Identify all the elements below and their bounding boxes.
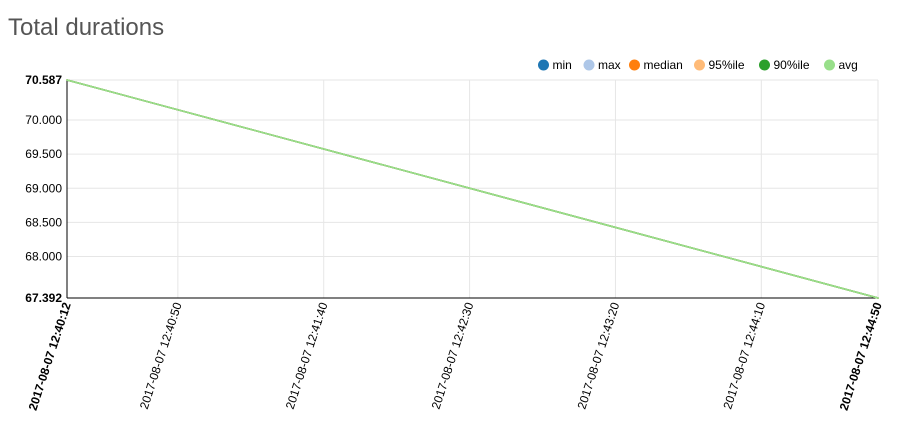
y-tick-label: 69.000	[25, 181, 62, 195]
legend-item-min[interactable]: min	[538, 58, 572, 72]
axes	[66, 80, 878, 299]
x-tick-label: 2017-08-07 12:41:40	[283, 300, 331, 411]
legend-label: min	[553, 58, 572, 72]
x-tick-label: 2017-08-07 12:43:20	[575, 300, 623, 411]
y-tick-label: 68.500	[25, 215, 62, 229]
legend[interactable]: min max median 95%ile 90%ile avg	[538, 58, 858, 72]
x-tick-label: 2017-08-07 12:44:10	[720, 300, 768, 411]
y-tick-label: 70.000	[25, 113, 62, 127]
legend-swatch	[824, 59, 835, 71]
series-line-avg	[66, 79, 879, 299]
x-tick-label: 2017-08-07 12:42:30	[429, 300, 477, 411]
legend-label: avg	[839, 58, 858, 72]
y-axis-tick-labels: 70.587 70.000 69.500 69.000 68.500 68.000 67.3…	[25, 73, 62, 305]
legend-swatch	[694, 59, 705, 71]
legend-item-90-ile[interactable]: 90%ile	[759, 58, 810, 72]
legend-swatch	[759, 59, 770, 71]
legend-label: median	[644, 58, 683, 72]
legend-item-avg[interactable]: avg	[824, 58, 858, 72]
chart-title: Total durations	[8, 14, 165, 41]
data-point	[877, 297, 879, 299]
legend-swatch	[583, 59, 595, 71]
legend-item-median[interactable]: median	[629, 58, 683, 72]
legend-swatch	[629, 59, 640, 71]
x-tick-label: 2017-08-07 12:40:50	[137, 300, 185, 411]
x-tick-label: 2017-08-07 12:40:12	[26, 300, 74, 412]
legend-item-95-ile[interactable]: 95%ile	[694, 58, 745, 72]
y-tick-label: 70.587	[25, 73, 62, 87]
legend-label: 90%ile	[774, 58, 810, 72]
y-tick-label: 68.000	[25, 250, 62, 264]
series-lines	[66, 79, 879, 299]
y-tick-label: 67.392	[25, 291, 62, 305]
legend-item-max[interactable]: max	[583, 58, 621, 72]
legend-swatch	[538, 59, 549, 71]
x-axis-tick-labels: 2017-08-07 12:40:12 2017-08-07 12:40:50 20…	[26, 300, 885, 412]
x-tick-label: 2017-08-07 12:44:50	[837, 300, 885, 412]
legend-label: 95%ile	[709, 58, 745, 72]
legend-label: max	[598, 58, 621, 72]
data-point	[66, 79, 68, 81]
y-tick-label: 69.500	[25, 147, 62, 161]
